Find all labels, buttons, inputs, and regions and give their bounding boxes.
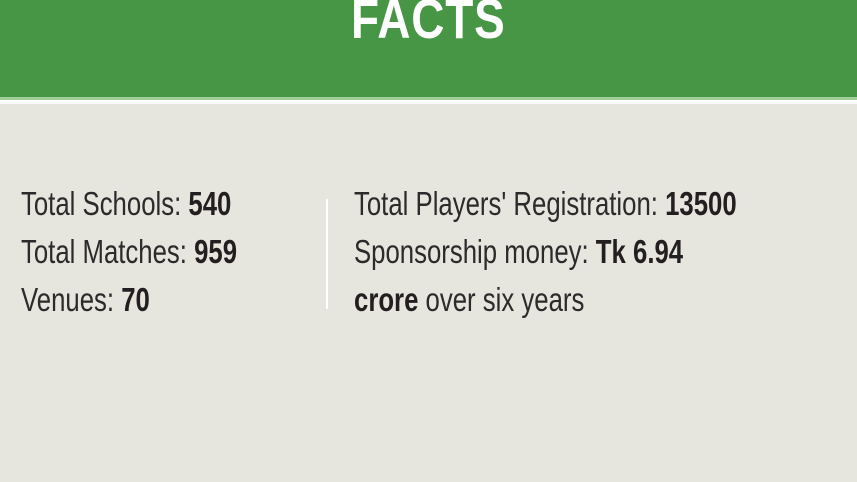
left-facts: Total Schools: 540 Total Matches: 959 Ve… [21, 180, 298, 324]
right-facts: Total Players' Registration: 13500 Spons… [354, 180, 845, 324]
fact-sponsorship-cont: crore over six years [354, 281, 585, 318]
column-divider [326, 199, 328, 309]
header-banner: FACTS [0, 0, 857, 97]
header-stripe [0, 97, 857, 100]
fact-registration: Total Players' Registration: 13500 [354, 185, 737, 222]
header-stripe-white [0, 100, 857, 104]
fact-schools: Total Schools: 540 [21, 185, 232, 222]
fact-sponsorship: Sponsorship money: Tk 6.94 [354, 233, 684, 270]
fact-matches: Total Matches: 959 [21, 233, 238, 270]
page-title: FACTS [351, 0, 506, 50]
fact-venues: Venues: 70 [21, 281, 150, 318]
